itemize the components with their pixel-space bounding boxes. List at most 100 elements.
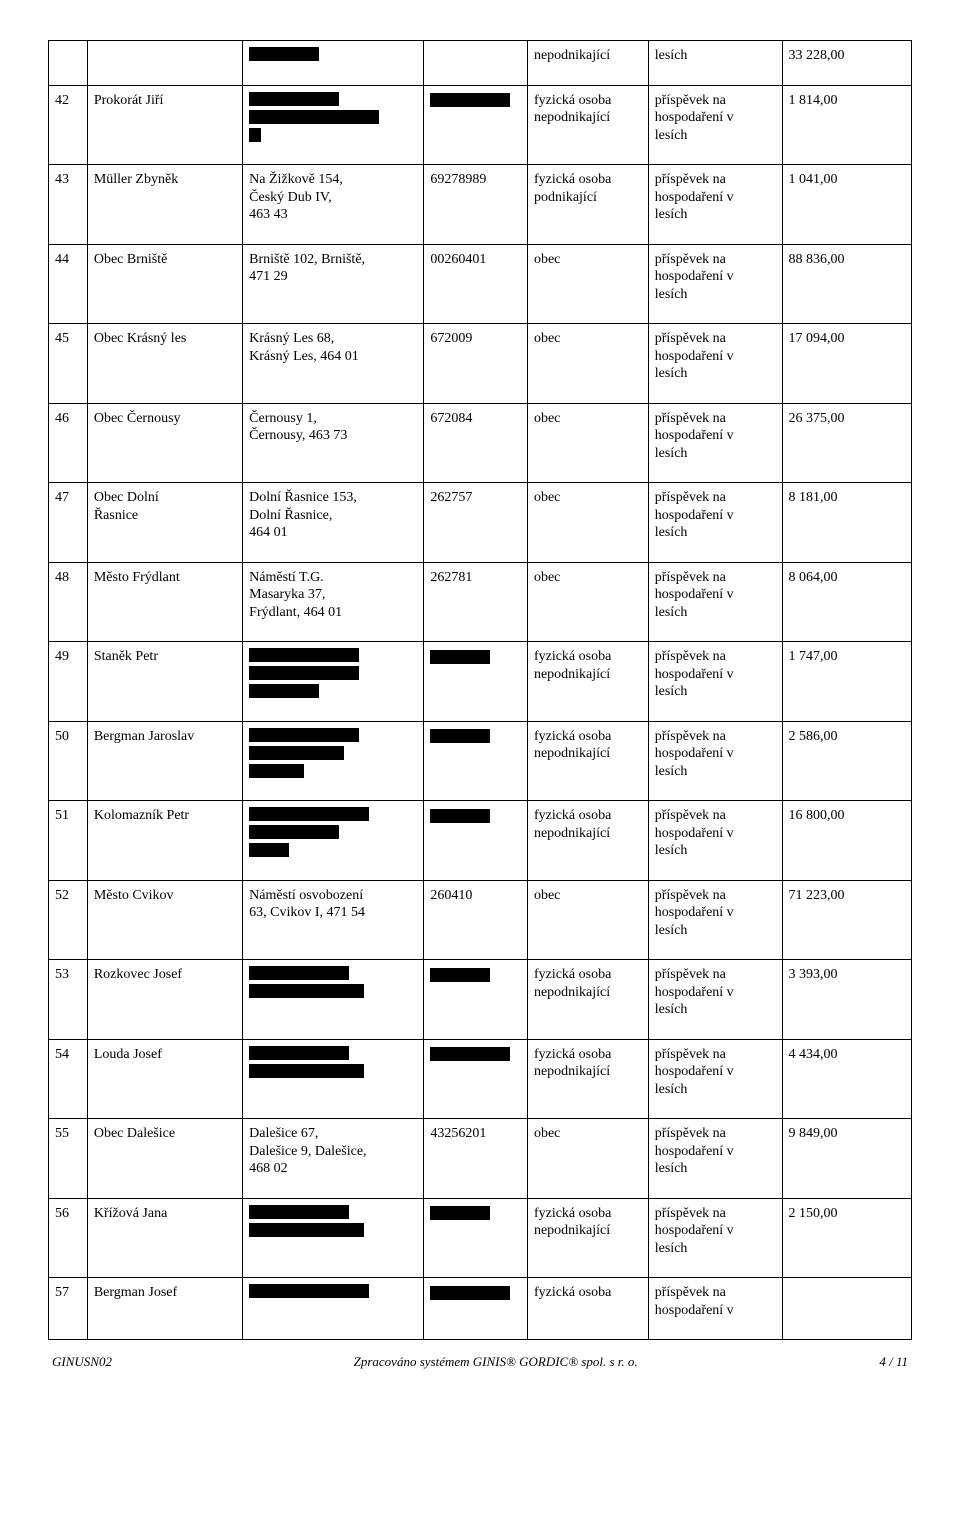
row-number: 48 — [49, 562, 88, 642]
page-footer: GINUSN02 Zpracováno systémem GINIS® GORD… — [48, 1340, 912, 1370]
row-name: Obec Krásný les — [87, 324, 242, 404]
table-row: 48Město FrýdlantNáměstí T.G.Masaryka 37,… — [49, 562, 912, 642]
row-amount: 17 094,00 — [782, 324, 912, 404]
table-row: 43Müller ZbyněkNa Žižkově 154,Český Dub … — [49, 165, 912, 245]
row-number: 55 — [49, 1119, 88, 1199]
row-name: Rozkovec Josef — [87, 960, 242, 1040]
row-name: Louda Josef — [87, 1039, 242, 1119]
row-number: 47 — [49, 483, 88, 563]
row-type: fyzická osobanepodnikající — [527, 721, 648, 801]
row-number: 44 — [49, 244, 88, 324]
footer-left: GINUSN02 — [52, 1354, 112, 1370]
row-name: Město Cvikov — [87, 880, 242, 960]
footer-mid: Zpracováno systémem GINIS® GORDIC® spol.… — [354, 1354, 638, 1370]
row-number: 49 — [49, 642, 88, 722]
row-id: 672009 — [424, 324, 528, 404]
row-type: fyzická osobanepodnikající — [527, 960, 648, 1040]
row-type: fyzická osobanepodnikající — [527, 642, 648, 722]
row-number: 51 — [49, 801, 88, 881]
table-row: 45Obec Krásný lesKrásný Les 68,Krásný Le… — [49, 324, 912, 404]
row-purpose: příspěvek nahospodaření v — [648, 1278, 782, 1340]
table-row: 47Obec DolníŘasniceDolní Řasnice 153,Dol… — [49, 483, 912, 563]
row-amount: 2 586,00 — [782, 721, 912, 801]
row-purpose: příspěvek nahospodaření vlesích — [648, 244, 782, 324]
row-name: Bergman Jaroslav — [87, 721, 242, 801]
row-number: 54 — [49, 1039, 88, 1119]
row-name: Křížová Jana — [87, 1198, 242, 1278]
row-number: 57 — [49, 1278, 88, 1340]
row-name: Obec Černousy — [87, 403, 242, 483]
row-amount: 88 836,00 — [782, 244, 912, 324]
row-name: Prokorát Jiří — [87, 85, 242, 165]
row-id: 672084 — [424, 403, 528, 483]
row-type: obec — [527, 244, 648, 324]
table-row: 49Staněk Petr fyzická osobanepodnikajícíp… — [49, 642, 912, 722]
row-address: Černousy 1,Černousy, 463 73 — [243, 403, 424, 483]
row-purpose: příspěvek nahospodaření vlesích — [648, 85, 782, 165]
table-row: 42Prokorát Jiří fyzická osobanepodnikajíc… — [49, 85, 912, 165]
row-name: Obec DolníŘasnice — [87, 483, 242, 563]
row-purpose: příspěvek nahospodaření vlesích — [648, 880, 782, 960]
row-purpose: příspěvek nahospodaření vlesích — [648, 1198, 782, 1278]
row-address — [243, 960, 424, 1040]
row-type: fyzická osoba — [527, 1278, 648, 1340]
data-table: nepodnikajícílesích33 228,0042Prokorát J… — [48, 40, 912, 1340]
row-purpose: příspěvek nahospodaření vlesích — [648, 1119, 782, 1199]
row-id — [424, 960, 528, 1040]
table-row: 50Bergman Jaroslavfyzická osobanepodnika… — [49, 721, 912, 801]
row-purpose: příspěvek nahospodaření vlesích — [648, 801, 782, 881]
table-row: 55Obec DalešiceDalešice 67,Dalešice 9, D… — [49, 1119, 912, 1199]
row-id: 43256201 — [424, 1119, 528, 1199]
row-type: fyzická osobanepodnikající — [527, 1039, 648, 1119]
table-row: 53Rozkovec Joseffyzická osobanepodnikají… — [49, 960, 912, 1040]
row-purpose: příspěvek nahospodaření vlesích — [648, 1039, 782, 1119]
row-id — [424, 1198, 528, 1278]
row-amount: 71 223,00 — [782, 880, 912, 960]
row-address: Náměstí osvobození63, Cvikov I, 471 54 — [243, 880, 424, 960]
row-type: fyzická osobanepodnikající — [527, 85, 648, 165]
row-amount: 1 747,00 — [782, 642, 912, 722]
row-purpose: příspěvek nahospodaření vlesích — [648, 562, 782, 642]
row-address: Brniště 102, Brniště,471 29 — [243, 244, 424, 324]
row-id — [424, 642, 528, 722]
row-address: Dalešice 67,Dalešice 9, Dalešice,468 02 — [243, 1119, 424, 1199]
row-amount: 9 849,00 — [782, 1119, 912, 1199]
row-id: 262757 — [424, 483, 528, 563]
row-type: obec — [527, 324, 648, 404]
row-address — [243, 721, 424, 801]
row-purpose: příspěvek nahospodaření vlesích — [648, 324, 782, 404]
row-purpose: příspěvek nahospodaření vlesích — [648, 642, 782, 722]
row-address — [243, 801, 424, 881]
row-address — [243, 1278, 424, 1340]
row-name: Kolomazník Petr — [87, 801, 242, 881]
table-row-partial: nepodnikajícílesích33 228,00 — [49, 41, 912, 86]
row-name: Staněk Petr — [87, 642, 242, 722]
row-amount — [782, 1278, 912, 1340]
row-purpose: příspěvek nahospodaření vlesích — [648, 721, 782, 801]
row-number: 43 — [49, 165, 88, 245]
row-purpose: příspěvek nahospodaření vlesích — [648, 960, 782, 1040]
row-amount: 8 181,00 — [782, 483, 912, 563]
row-purpose: příspěvek nahospodaření vlesích — [648, 165, 782, 245]
row-number: 42 — [49, 85, 88, 165]
row-name: Bergman Josef — [87, 1278, 242, 1340]
row-id — [424, 1278, 528, 1340]
row-amount: 3 393,00 — [782, 960, 912, 1040]
row-amount: 26 375,00 — [782, 403, 912, 483]
row-name: Obec Brniště — [87, 244, 242, 324]
row-address: Dolní Řasnice 153,Dolní Řasnice,464 01 — [243, 483, 424, 563]
row-address — [243, 1039, 424, 1119]
row-number: 45 — [49, 324, 88, 404]
row-amount: 1 041,00 — [782, 165, 912, 245]
row-address: Na Žižkově 154,Český Dub IV,463 43 — [243, 165, 424, 245]
table-row: 54Louda Josef fyzická osobanepodnikajícíp… — [49, 1039, 912, 1119]
row-purpose: příspěvek nahospodaření vlesích — [648, 483, 782, 563]
row-address — [243, 1198, 424, 1278]
row-id: 262781 — [424, 562, 528, 642]
row-address — [243, 642, 424, 722]
row-id — [424, 85, 528, 165]
row-name: Město Frýdlant — [87, 562, 242, 642]
row-purpose: příspěvek nahospodaření vlesích — [648, 403, 782, 483]
row-id — [424, 1039, 528, 1119]
row-amount: 8 064,00 — [782, 562, 912, 642]
